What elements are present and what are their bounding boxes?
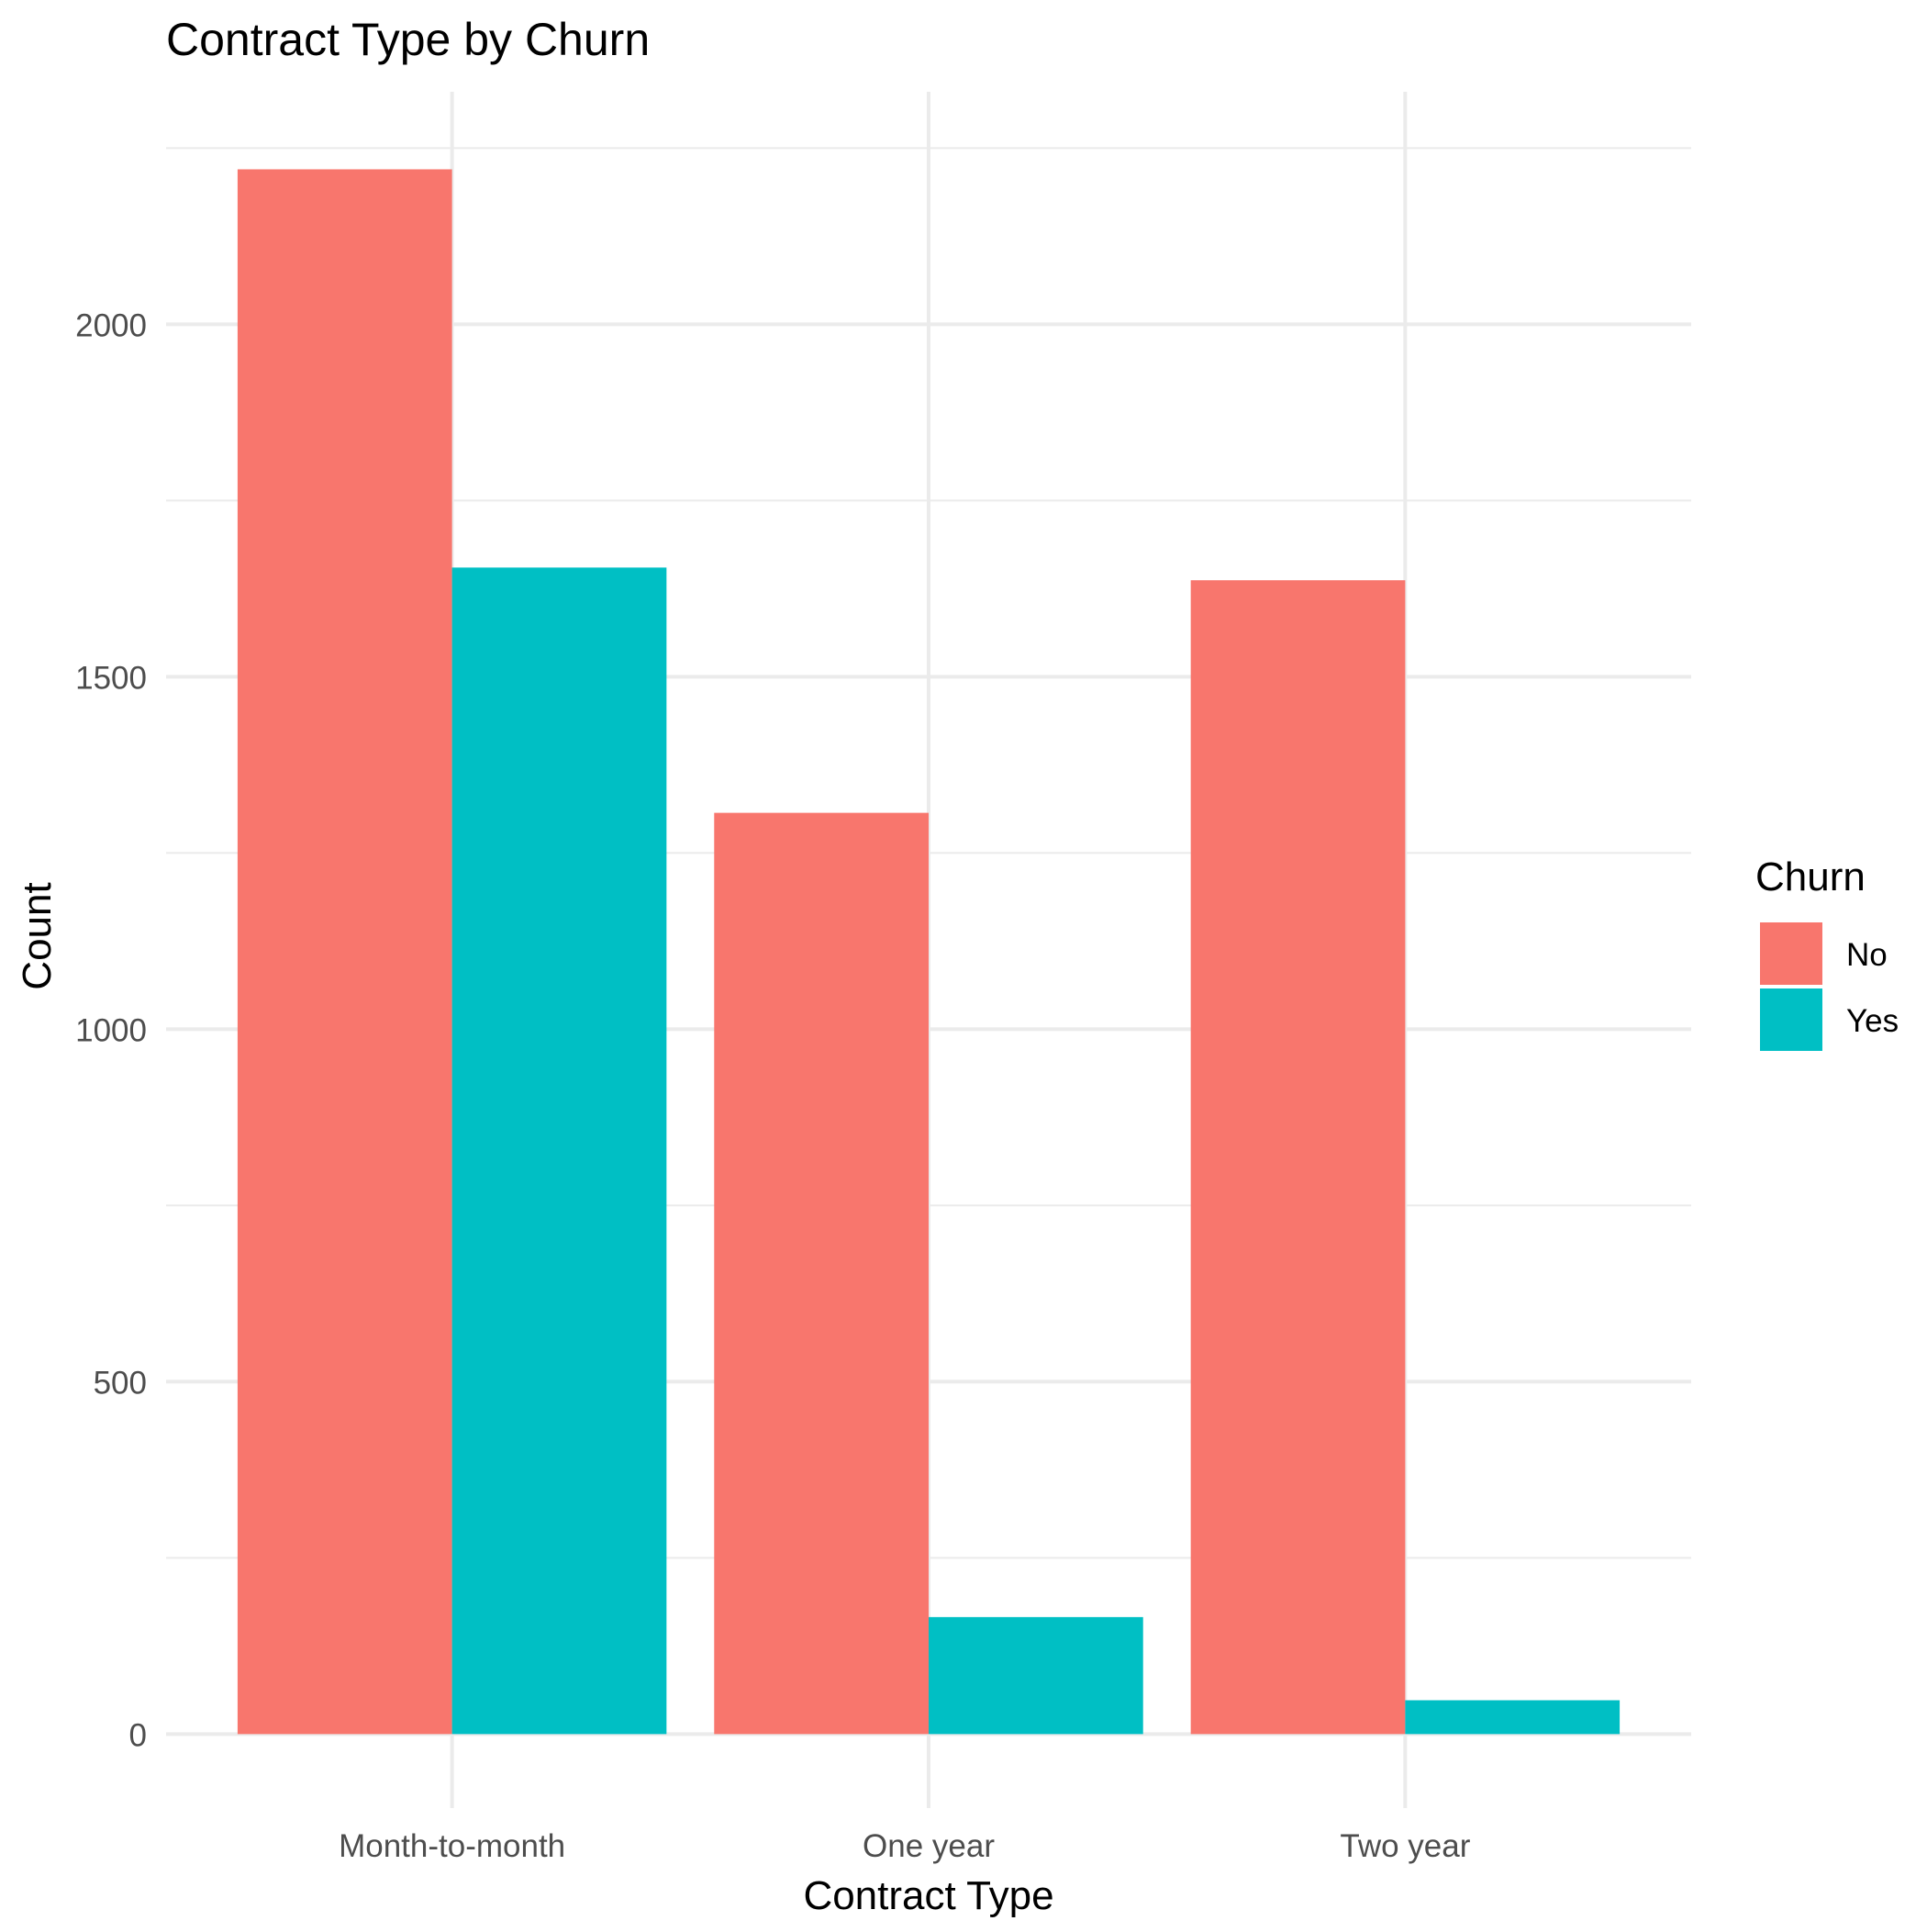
y-axis-label: Count xyxy=(15,882,60,989)
x-tick-label: One year xyxy=(863,1828,995,1864)
y-tick-label: 2000 xyxy=(75,307,147,343)
legend-items: No Yes xyxy=(1760,922,1899,1051)
bar-no-month-to-month xyxy=(237,169,452,1735)
legend: Churn No Yes xyxy=(1755,854,1899,1051)
y-tick-label: 1000 xyxy=(75,1012,147,1048)
legend-key-yes xyxy=(1760,988,1822,1051)
legend-key-no xyxy=(1760,922,1822,985)
bars xyxy=(237,169,1621,1735)
x-axis-label: Contract Type xyxy=(803,1873,1053,1918)
legend-title: Churn xyxy=(1755,854,1866,899)
bar-no-one-year xyxy=(714,812,929,1735)
bar-yes-month-to-month xyxy=(451,567,667,1735)
y-axis-ticks: 0 500 1000 1500 2000 xyxy=(75,307,147,1753)
bar-yes-one-year xyxy=(929,1616,1143,1735)
x-axis-ticks: Month-to-month One year Two year xyxy=(339,1828,1471,1864)
legend-label-no: No xyxy=(1846,937,1888,973)
y-tick-label: 0 xyxy=(129,1717,147,1753)
bar-yes-two-year xyxy=(1405,1700,1621,1735)
x-tick-label: Month-to-month xyxy=(339,1828,565,1864)
y-tick-label: 1500 xyxy=(75,660,147,696)
bar-no-two-year xyxy=(1190,580,1406,1735)
y-tick-label: 500 xyxy=(94,1365,147,1401)
x-tick-label: Two year xyxy=(1340,1828,1470,1864)
legend-label-yes: Yes xyxy=(1846,1003,1899,1039)
chart-title: Contract Type by Churn xyxy=(166,14,650,65)
